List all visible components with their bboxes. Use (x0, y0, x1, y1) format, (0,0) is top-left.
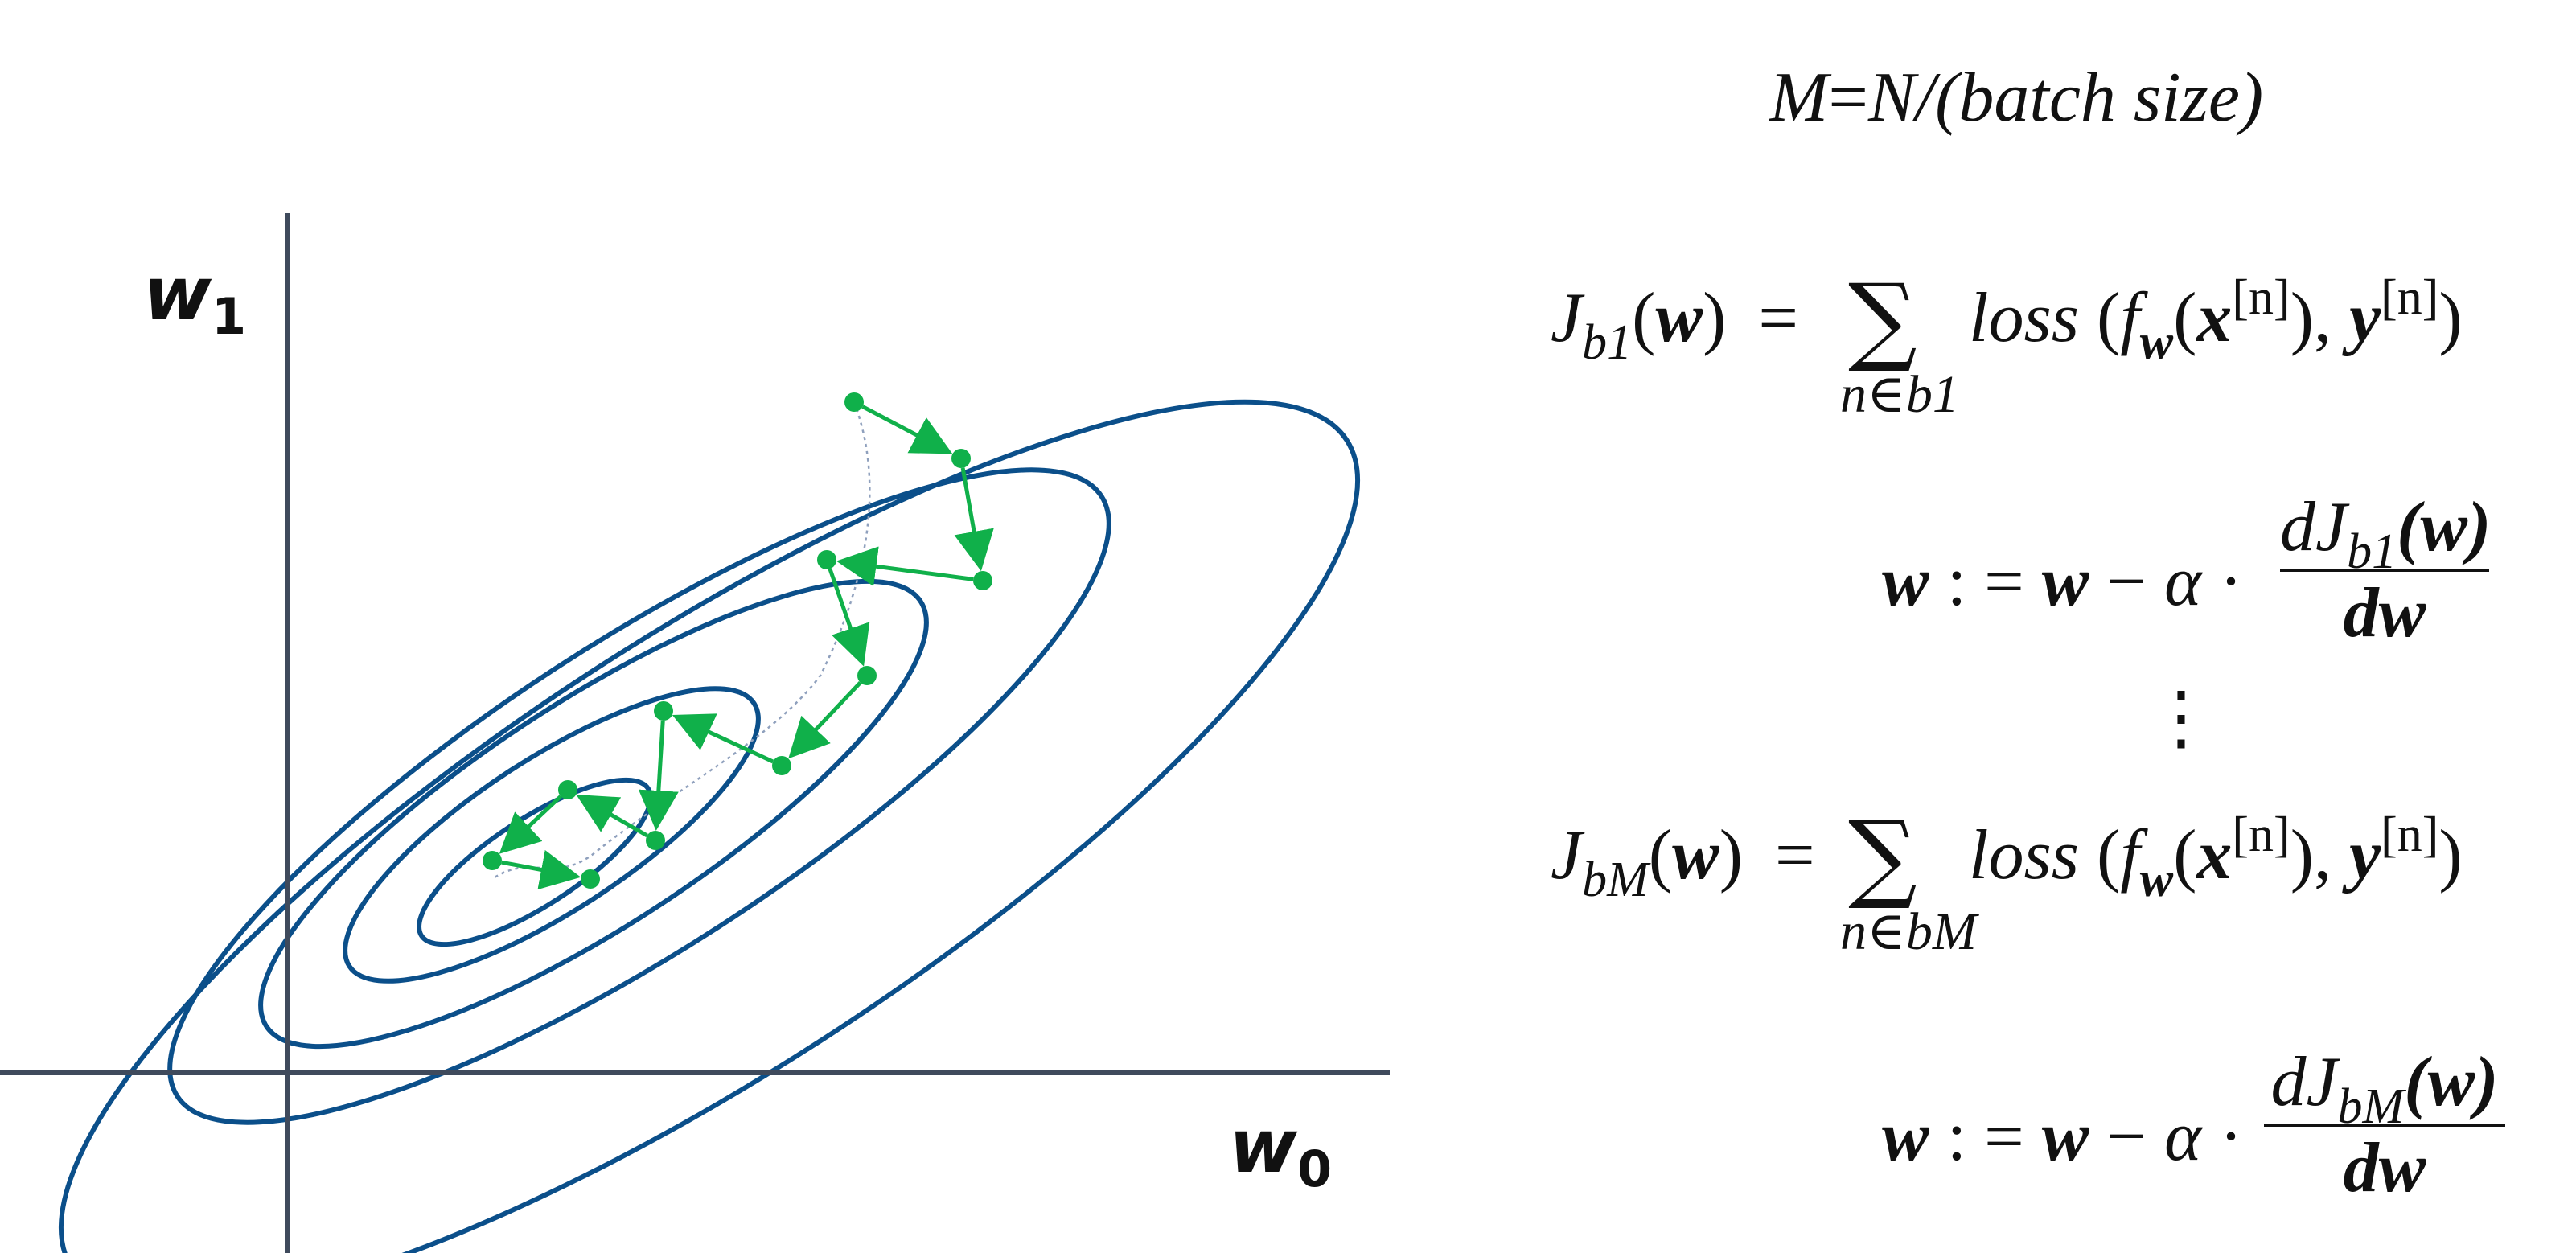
step-point (654, 701, 673, 721)
step-point (844, 392, 864, 412)
contour-ellipse-1 (58, 399, 1361, 1253)
contour-ellipse-2 (167, 467, 1111, 1125)
contour-plot (0, 213, 1390, 1253)
step-arrow (788, 680, 862, 759)
step-arrow (672, 713, 774, 764)
step-point (973, 571, 992, 590)
step-point (951, 449, 971, 468)
step-arrow (836, 546, 974, 587)
m-definition: M=N/(batch size) (1769, 59, 2264, 137)
step-arrow (861, 405, 953, 454)
step-point (581, 869, 600, 889)
step-point (857, 666, 877, 685)
loss-contours (58, 399, 1361, 1253)
contour-ellipse-3 (258, 578, 929, 1050)
step-point (558, 780, 577, 799)
x-axis-label: w0 (1229, 1103, 1333, 1198)
step-arrow (576, 795, 648, 838)
contour-ellipse-4 (343, 686, 761, 984)
sgd-steps (483, 392, 994, 890)
y-axis-label: w1 (143, 251, 247, 346)
step-arrow (828, 568, 870, 667)
step-arrow (638, 720, 679, 832)
step-point (772, 756, 791, 775)
step-arrow (954, 467, 994, 572)
sum-symbol: ∑ (1848, 801, 1917, 913)
vertical-ellipsis: ⋮ (2146, 680, 2217, 758)
step-arrow (499, 795, 562, 854)
true-gradient-path (491, 401, 871, 881)
step-point (646, 831, 665, 850)
step-point (817, 550, 836, 569)
sum-symbol: ∑ (1848, 264, 1917, 376)
step-point (483, 851, 502, 870)
step-arrow (501, 849, 581, 890)
